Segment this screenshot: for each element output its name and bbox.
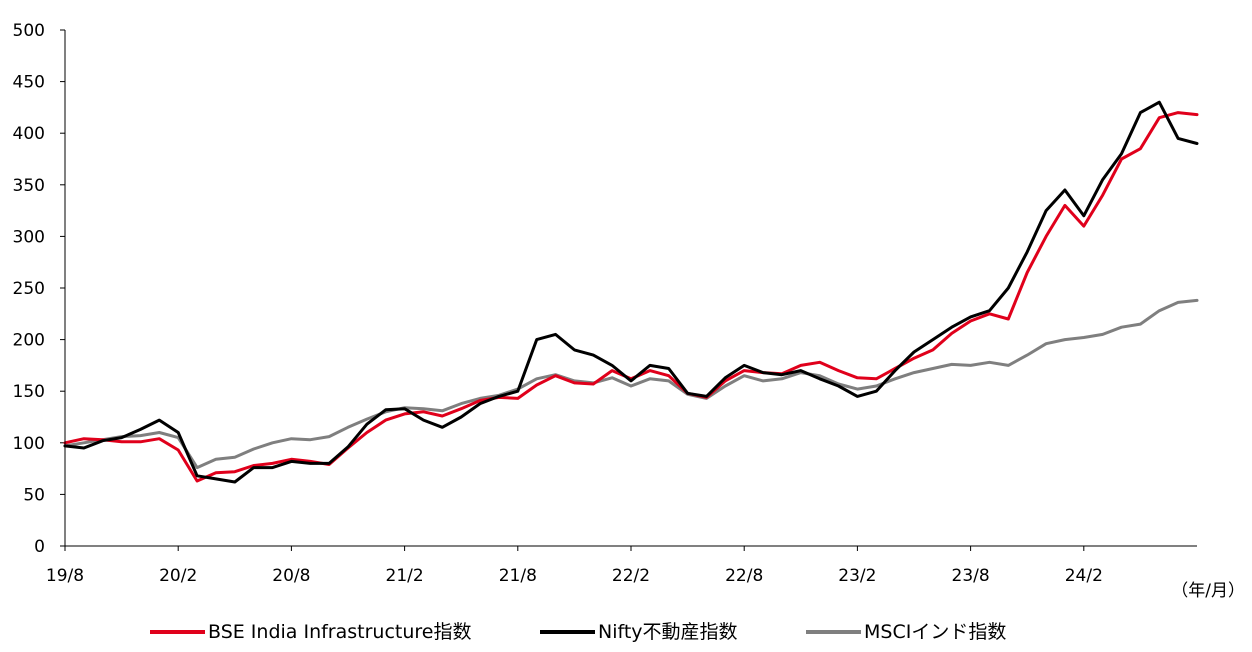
legend: BSE India Infrastructure指数 Nifty不動産指数 MSCI…: [150, 621, 1006, 643]
y-tick-label: 300: [13, 227, 45, 247]
y-tick-label: 500: [13, 21, 45, 41]
x-tick-label: 22/8: [725, 566, 763, 586]
x-tick-label: 23/8: [952, 566, 990, 586]
x-tick-label: 19/8: [46, 566, 84, 586]
legend-label: Nifty不動産指数: [598, 621, 738, 643]
x-tick-label: 24/2: [1065, 566, 1103, 586]
series-line: [63, 111, 1199, 483]
x-tick-label: 22/2: [612, 566, 650, 586]
y-tick-label: 100: [13, 434, 45, 454]
legend-label: BSE India Infrastructure指数: [208, 621, 472, 643]
y-tick-label: 200: [13, 331, 45, 351]
y-tick-label: 250: [13, 279, 45, 299]
x-axis-unit-label: （年/月）: [1171, 581, 1245, 601]
y-tick-label: 450: [13, 73, 45, 93]
legend-label: MSCIインド指数: [864, 621, 1006, 643]
x-axis-ticks: 19/8 20/2 20/8 21/2 21/8 22/2 22/8 23/2 23/8 24/2: [46, 546, 1103, 586]
x-tick-label: 21/8: [499, 566, 537, 586]
y-tick-label: 400: [13, 124, 45, 144]
series-line: [63, 298, 1199, 470]
y-axis-ticks: 0 50 100 150 200 250 300 350 400 450 500: [13, 21, 65, 557]
y-tick-label: 50: [23, 485, 45, 505]
y-tick-label: 150: [13, 382, 45, 402]
series-line: [63, 100, 1199, 484]
x-tick-label: 20/2: [159, 566, 197, 586]
x-tick-label: 21/2: [386, 566, 424, 586]
series-lines: [63, 100, 1199, 484]
x-tick-label: 23/2: [838, 566, 876, 586]
y-tick-label: 0: [34, 537, 45, 557]
x-tick-label: 20/8: [272, 566, 310, 586]
y-tick-label: 350: [13, 176, 45, 196]
